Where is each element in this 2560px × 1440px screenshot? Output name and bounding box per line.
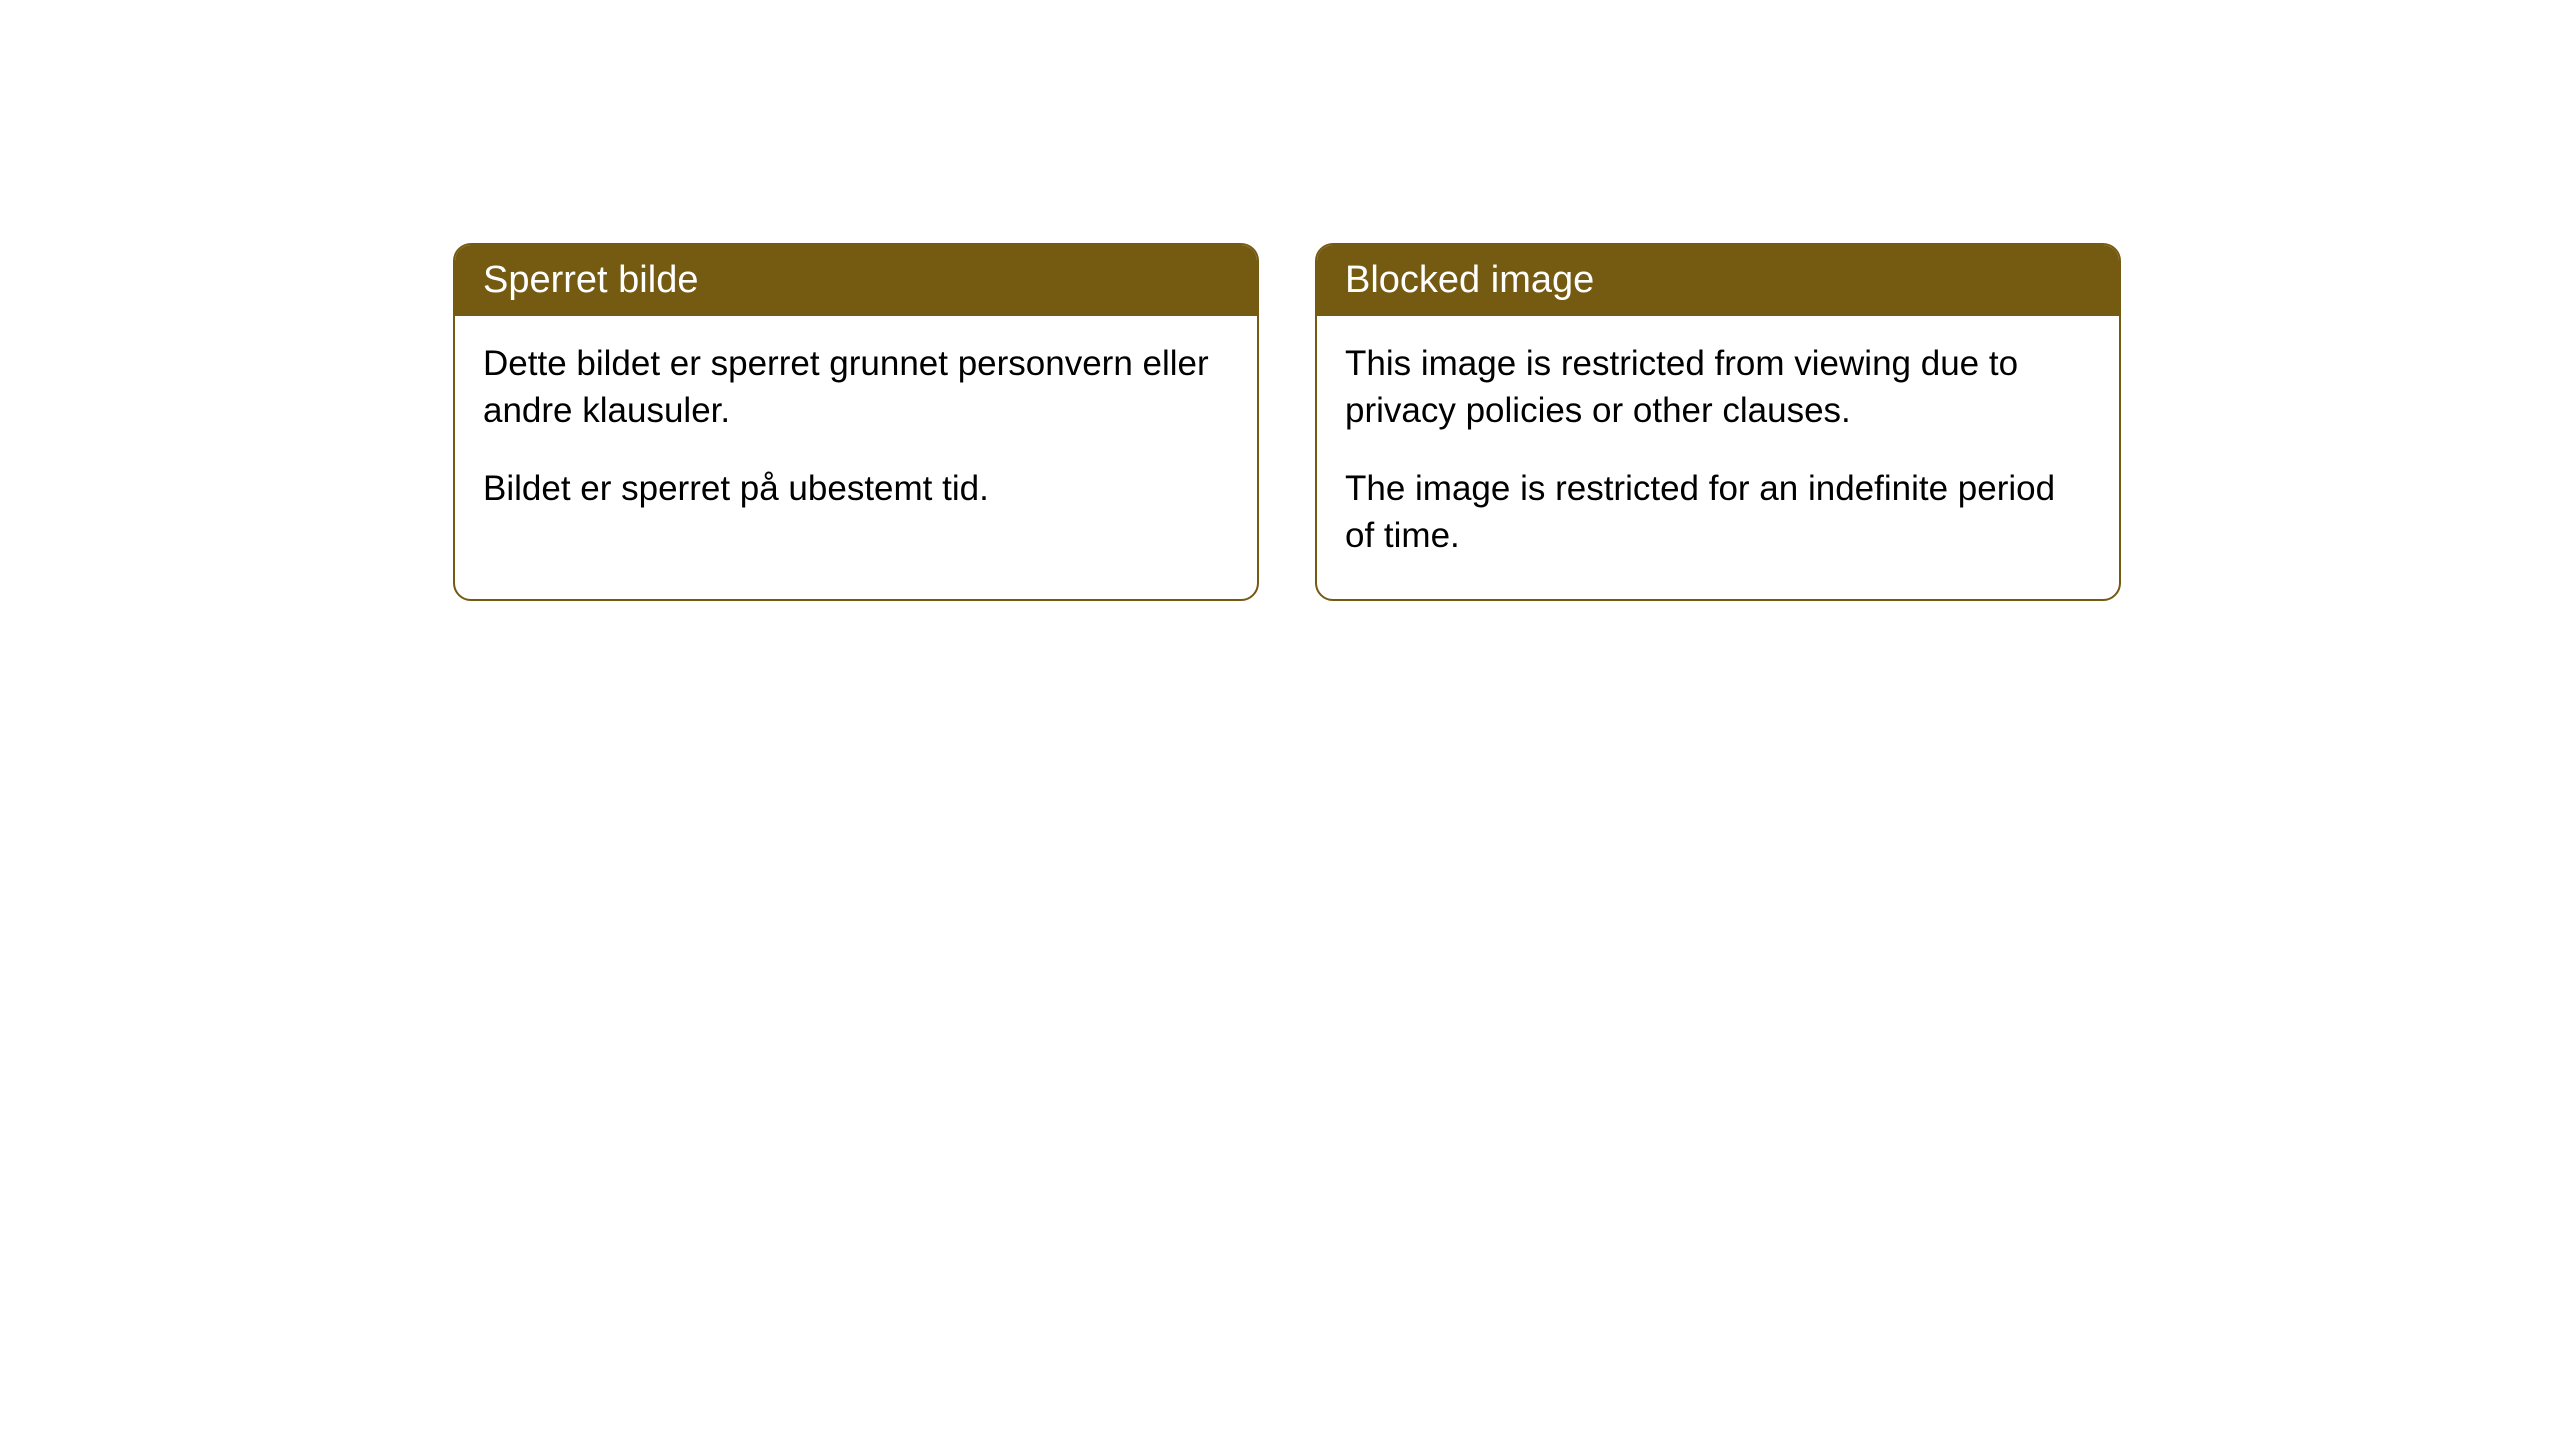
card-body-norwegian: Dette bildet er sperret grunnet personve…	[455, 316, 1257, 552]
blocked-image-card-english: Blocked image This image is restricted f…	[1315, 243, 2121, 601]
card-paragraph-1-norwegian: Dette bildet er sperret grunnet personve…	[483, 340, 1229, 435]
card-title-english: Blocked image	[1345, 259, 1594, 301]
card-header-english: Blocked image	[1317, 245, 2119, 316]
card-header-norwegian: Sperret bilde	[455, 245, 1257, 316]
card-paragraph-2-norwegian: Bildet er sperret på ubestemt tid.	[483, 465, 1229, 512]
notice-cards-container: Sperret bilde Dette bildet er sperret gr…	[453, 243, 2121, 601]
card-body-english: This image is restricted from viewing du…	[1317, 316, 2119, 599]
blocked-image-card-norwegian: Sperret bilde Dette bildet er sperret gr…	[453, 243, 1259, 601]
card-title-norwegian: Sperret bilde	[483, 259, 698, 301]
card-paragraph-1-english: This image is restricted from viewing du…	[1345, 340, 2091, 435]
card-paragraph-2-english: The image is restricted for an indefinit…	[1345, 465, 2091, 560]
